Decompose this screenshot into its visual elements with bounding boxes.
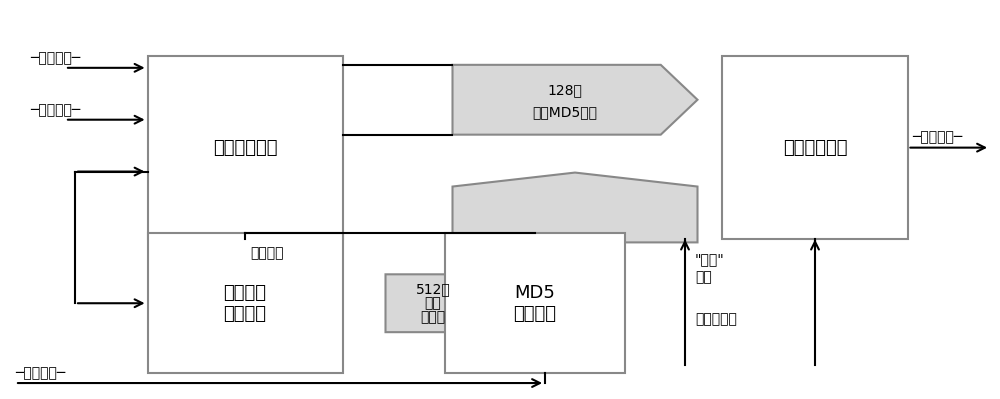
Text: 信号: 信号 <box>695 270 712 284</box>
Text: ─时钟信号─: ─时钟信号─ <box>15 366 65 380</box>
Bar <box>722 56 908 239</box>
Text: 数据块: 数据块 <box>420 310 446 324</box>
Bar <box>148 233 342 373</box>
Bar <box>148 56 342 239</box>
Text: "找到": "找到" <box>695 252 725 267</box>
Text: ─重置信号─: ─重置信号─ <box>30 103 80 117</box>
Text: 对应的原文: 对应的原文 <box>695 312 737 326</box>
Polygon shape <box>452 65 698 135</box>
Text: 目标MD5摘要: 目标MD5摘要 <box>532 105 598 119</box>
Text: 512位: 512位 <box>416 282 450 296</box>
Text: 启动运算: 启动运算 <box>250 246 284 261</box>
Polygon shape <box>386 275 501 332</box>
Text: 128位: 128位 <box>548 83 582 97</box>
Text: MD5
计算模块: MD5 计算模块 <box>514 284 556 323</box>
Text: ─显示信号─: ─显示信号─ <box>912 130 963 145</box>
Text: 原始: 原始 <box>425 296 441 310</box>
Text: 输入接口模块: 输入接口模块 <box>213 138 277 157</box>
Bar <box>445 233 625 373</box>
Text: 输出接口模块: 输出接口模块 <box>783 138 847 157</box>
Polygon shape <box>452 172 698 243</box>
Text: ─键盘信号─: ─键盘信号─ <box>30 51 80 65</box>
Text: 原始数据
生成模块: 原始数据 生成模块 <box>224 284 266 323</box>
